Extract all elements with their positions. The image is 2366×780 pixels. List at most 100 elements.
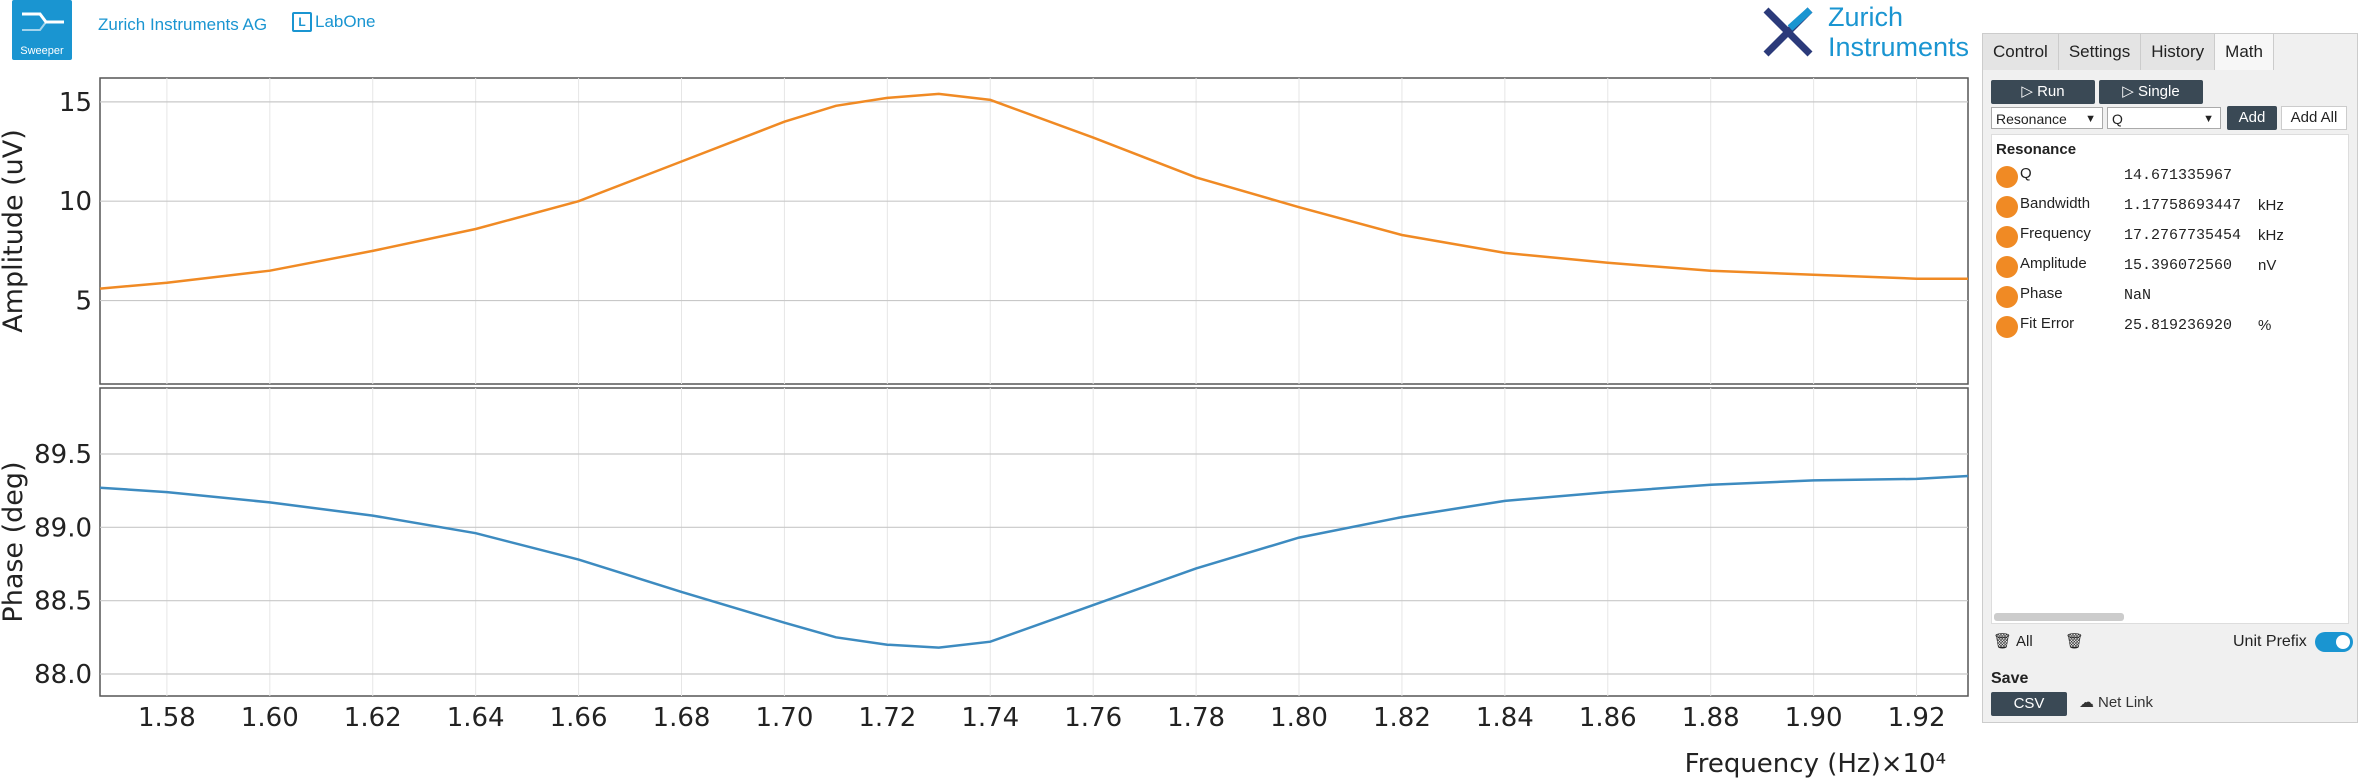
play-icon: ▷ xyxy=(2021,83,2038,100)
tab-math[interactable]: Math xyxy=(2215,34,2274,70)
result-row[interactable]: Phase NaN xyxy=(1994,281,2344,311)
result-name: Fit Error xyxy=(2020,315,2075,332)
save-title: Save xyxy=(1991,670,2029,687)
tab-bar: Control Settings History Math xyxy=(1983,34,2274,70)
result-unit: % xyxy=(2258,317,2272,334)
x-tick-label: 1.76 xyxy=(1064,703,1122,733)
x-tick-label: 1.60 xyxy=(241,703,299,733)
amplitude-y-tick-label: 10 xyxy=(59,187,92,217)
trash-icon: 🗑 xyxy=(1993,633,2013,650)
math-category-value: Resonance xyxy=(1996,111,2067,127)
result-row[interactable]: Frequency 17.2767735454 kHz xyxy=(1994,221,2344,251)
phase-plot-area xyxy=(99,387,1969,697)
single-button[interactable]: ▷ Single xyxy=(2099,80,2203,104)
x-tick-label: 1.74 xyxy=(961,703,1019,733)
x-tick-label: 1.78 xyxy=(1167,703,1225,733)
result-unit: nV xyxy=(2258,257,2277,274)
csv-button[interactable]: CSV xyxy=(1991,692,2067,716)
result-marker-icon xyxy=(1996,166,2018,188)
results-section-title: Resonance xyxy=(1996,141,2077,158)
result-value: 15.396072560 xyxy=(2124,257,2233,274)
result-row[interactable]: Amplitude 15.396072560 nV xyxy=(1994,251,2344,281)
result-name: Amplitude xyxy=(2020,255,2087,272)
labone-label: LabOne xyxy=(315,12,376,31)
zi-cross-logo-icon xyxy=(1763,7,1813,57)
sweeper-app-icon[interactable]: Sweeper xyxy=(12,0,72,60)
math-category-select[interactable]: Resonance ▼ xyxy=(1991,107,2103,129)
chevron-down-icon: ▼ xyxy=(2203,113,2214,125)
delete-all-label: All xyxy=(2016,632,2033,650)
x-tick-label: 1.80 xyxy=(1270,703,1328,733)
result-row[interactable]: Bandwidth 1.17758693447 kHz xyxy=(1994,191,2344,221)
tab-control[interactable]: Control xyxy=(1983,34,2059,70)
result-value: 1.17758693447 xyxy=(2124,197,2242,214)
math-param-value: Q xyxy=(2112,111,2123,127)
net-link-button[interactable]: ☁ Net Link xyxy=(2079,693,2154,712)
x-tick-label: 1.84 xyxy=(1476,703,1534,733)
horizontal-scrollbar[interactable] xyxy=(1994,613,2124,621)
add-button[interactable]: Add xyxy=(2227,106,2277,130)
result-marker-icon xyxy=(1996,316,2018,338)
zurich-instruments-brand: Zurich Instruments xyxy=(1762,2,1969,62)
result-marker-icon xyxy=(1996,256,2018,278)
run-button[interactable]: ▷ Run xyxy=(1991,80,2095,104)
result-row[interactable]: Q 14.671335967 xyxy=(1994,161,2344,191)
amplitude-y-axis-label: Amplitude (uV) xyxy=(0,129,29,333)
result-unit: kHz xyxy=(2258,197,2284,214)
amplitude-plot-area xyxy=(99,77,1969,385)
phase-y-tick-label: 88.5 xyxy=(34,587,92,617)
x-tick-label: 1.62 xyxy=(344,703,402,733)
add-all-button[interactable]: Add All xyxy=(2281,106,2347,130)
phase-y-axis-label: Phase (deg) xyxy=(0,461,29,622)
x-tick-label: 1.70 xyxy=(755,703,813,733)
phase-trace xyxy=(99,474,1969,649)
sweeper-plot[interactable]: 5 10 15 Amplitude (uV) 88.0 88.5 89.0 89.5Phase… xyxy=(0,60,1975,780)
tab-history[interactable]: History xyxy=(2141,34,2216,70)
result-value: 17.2767735454 xyxy=(2124,227,2242,244)
unit-prefix-label: Unit Prefix xyxy=(2233,633,2307,650)
result-value: 14.671335967 xyxy=(2124,167,2233,184)
net-link-label: Net Link xyxy=(2098,693,2154,711)
x-tick-label: 1.58 xyxy=(138,703,196,733)
result-row[interactable]: Fit Error 25.819236920% xyxy=(1994,311,2344,341)
x-tick-label: 1.72 xyxy=(858,703,916,733)
x-tick-label: 1.88 xyxy=(1682,703,1740,733)
delete-all-button[interactable]: 🗑 All xyxy=(1993,632,2033,651)
result-value: 25.819236920 xyxy=(2124,317,2233,334)
unit-prefix-toggle[interactable] xyxy=(2315,632,2353,652)
math-param-select[interactable]: Q ▼ xyxy=(2107,107,2221,129)
result-name: Bandwidth xyxy=(2020,195,2091,212)
x-tick-label: 1.66 xyxy=(550,703,608,733)
toggle-knob xyxy=(2336,635,2350,649)
x-tick-label: 1.86 xyxy=(1579,703,1637,733)
amplitude-trace xyxy=(99,92,1968,290)
x-tick-label: 1.90 xyxy=(1785,703,1843,733)
play-icon: ▷ xyxy=(2122,83,2138,100)
brand-line-2: Instruments xyxy=(1828,32,1970,62)
result-name: Frequency xyxy=(2020,225,2091,242)
sweep-waveform-icon xyxy=(22,12,64,31)
tab-settings[interactable]: Settings xyxy=(2058,34,2142,70)
company-name: Zurich Instruments AG xyxy=(98,15,268,34)
amplitude-y-tick-label: 5 xyxy=(75,287,92,317)
result-marker-icon xyxy=(1996,226,2018,248)
sweeper-app-label: Sweeper xyxy=(20,45,64,57)
brand-line-1: Zurich xyxy=(1828,2,1904,32)
amplitude-y-tick-label: 15 xyxy=(59,88,92,118)
math-results-list: Resonance Q 14.671335967 Bandwidth 1.177586… xyxy=(1991,134,2349,624)
trash-icon[interactable]: 🗑 xyxy=(2065,633,2085,650)
labone-logo-icon: L xyxy=(292,12,312,32)
result-marker-icon xyxy=(1996,286,2018,308)
x-tick-label: 1.82 xyxy=(1373,703,1431,733)
result-name: Phase xyxy=(2020,285,2063,302)
chevron-down-icon: ▼ xyxy=(2085,113,2096,125)
result-value: NaN xyxy=(2124,287,2152,304)
run-button-label: Run xyxy=(2037,83,2065,100)
x-tick-label: 1.64 xyxy=(447,703,505,733)
single-button-label: Single xyxy=(2138,83,2180,100)
phase-y-tick-label: 88.0 xyxy=(34,660,92,690)
cloud-upload-icon: ☁ xyxy=(2079,694,2094,711)
x-tick-label: 1.68 xyxy=(653,703,711,733)
result-unit: kHz xyxy=(2258,227,2284,244)
labone-logo: L LabOne xyxy=(292,12,376,32)
